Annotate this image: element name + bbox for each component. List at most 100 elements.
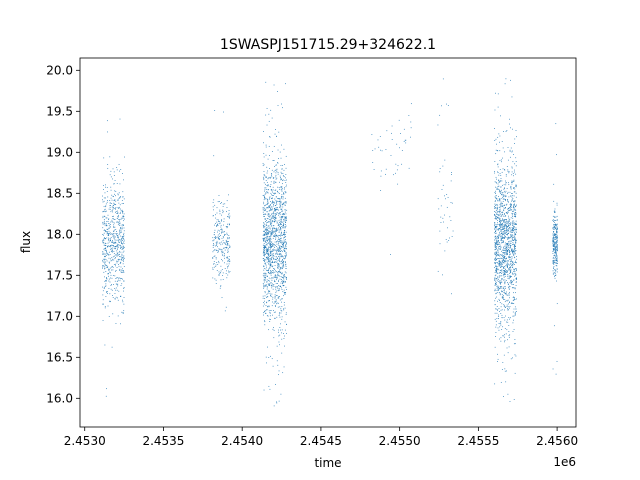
data-point xyxy=(116,246,118,248)
data-point xyxy=(497,166,499,168)
data-point xyxy=(556,228,558,230)
data-point xyxy=(102,266,104,268)
data-point xyxy=(113,236,114,238)
data-point xyxy=(113,183,115,185)
data-point xyxy=(224,310,226,312)
data-point xyxy=(509,207,511,209)
data-point xyxy=(120,229,122,231)
data-point xyxy=(279,256,280,258)
data-point xyxy=(117,193,119,195)
data-point xyxy=(280,220,282,222)
data-point xyxy=(283,169,285,171)
data-point xyxy=(220,265,222,267)
data-point xyxy=(503,222,505,223)
data-point xyxy=(504,187,505,189)
data-point xyxy=(504,271,506,272)
data-point xyxy=(501,369,503,370)
data-point xyxy=(511,282,512,283)
data-point xyxy=(228,263,230,265)
data-point xyxy=(280,235,281,237)
data-point xyxy=(265,213,267,215)
data-point xyxy=(504,244,506,246)
data-point xyxy=(511,166,513,168)
data-point xyxy=(284,261,286,263)
data-point xyxy=(278,251,279,252)
data-point xyxy=(403,141,405,142)
data-point xyxy=(266,232,268,234)
data-point xyxy=(228,235,230,236)
data-point xyxy=(104,306,106,307)
data-point xyxy=(222,236,224,237)
data-point xyxy=(105,285,107,287)
data-point xyxy=(267,184,269,186)
data-point xyxy=(267,226,269,228)
data-point xyxy=(223,218,225,220)
data-point xyxy=(495,190,496,192)
data-point xyxy=(507,226,508,227)
data-point xyxy=(268,255,270,257)
data-point xyxy=(117,245,119,247)
data-point xyxy=(273,221,275,223)
data-point xyxy=(282,259,283,260)
data-point xyxy=(500,180,502,182)
data-point xyxy=(282,242,284,244)
data-point xyxy=(267,231,268,233)
point-cluster xyxy=(212,110,231,312)
data-point xyxy=(104,262,106,264)
data-point xyxy=(268,259,270,261)
data-point xyxy=(512,228,513,230)
data-point xyxy=(511,282,513,283)
data-point xyxy=(268,305,270,307)
data-point xyxy=(278,374,279,376)
data-point xyxy=(118,278,119,280)
data-point xyxy=(223,262,225,264)
data-point xyxy=(262,305,264,307)
data-point xyxy=(263,303,265,305)
data-point xyxy=(108,223,110,224)
data-point xyxy=(224,233,225,235)
data-point xyxy=(512,195,514,196)
data-point xyxy=(274,294,276,296)
data-point xyxy=(267,236,269,238)
data-point xyxy=(505,293,507,294)
data-point xyxy=(119,232,121,234)
data-point xyxy=(279,334,281,336)
y-tick-label: 17.5 xyxy=(46,268,73,282)
data-point xyxy=(556,249,558,250)
data-point xyxy=(512,181,513,183)
data-point xyxy=(507,309,509,311)
data-point xyxy=(508,219,510,221)
data-point xyxy=(556,271,558,273)
data-point xyxy=(265,146,267,148)
data-point xyxy=(509,156,511,158)
data-point xyxy=(280,256,282,258)
data-point xyxy=(498,288,500,290)
data-point xyxy=(217,229,219,231)
data-point xyxy=(278,285,279,287)
data-point xyxy=(111,219,113,221)
data-point xyxy=(282,372,284,374)
data-point xyxy=(553,237,554,239)
data-point xyxy=(280,229,282,231)
data-point xyxy=(103,239,105,241)
data-point xyxy=(263,215,265,217)
data-point xyxy=(278,281,279,282)
data-point xyxy=(227,248,229,250)
data-point xyxy=(503,220,505,222)
data-point xyxy=(513,329,515,330)
data-point xyxy=(556,255,558,257)
data-point xyxy=(119,259,121,261)
data-point xyxy=(275,300,277,302)
data-point xyxy=(495,211,496,213)
data-point xyxy=(514,245,516,247)
data-point xyxy=(218,242,220,244)
data-point xyxy=(497,263,499,265)
data-point xyxy=(221,249,223,251)
data-point xyxy=(497,327,499,329)
data-point xyxy=(281,352,283,354)
data-point xyxy=(505,131,507,132)
data-point xyxy=(270,296,272,297)
data-point xyxy=(499,263,500,265)
data-point xyxy=(110,211,112,213)
